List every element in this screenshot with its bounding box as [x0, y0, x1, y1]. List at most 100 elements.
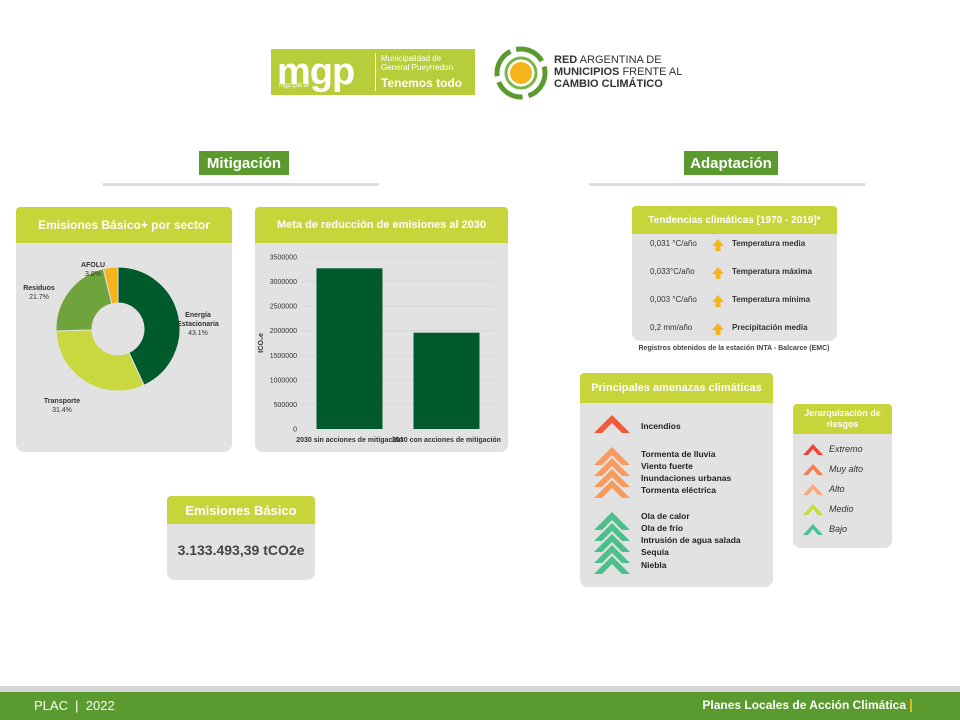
emisiones-basico-card: Emisiones Básico 3.133.493,39 tCO2e [167, 496, 315, 580]
red-line1-bold: RED [554, 54, 578, 66]
jerarquizacion-card: Jerarquización de riesgos Extremo Muy alt… [793, 404, 892, 548]
y-axis-label: tCO₂e [258, 333, 265, 353]
emisiones-basico-value: 3.133.493,39 tCO2e [177, 542, 305, 558]
legend-label: Alto [829, 484, 845, 494]
trend-value: 0,003 °C/año [650, 295, 697, 304]
trend-name: Temperatura media [732, 239, 806, 248]
y-tick-label: 2000000 [270, 328, 297, 335]
legend-label: Muy alto [829, 464, 864, 474]
x-tick-label: 2030 sin acciones de mitigación [296, 437, 403, 444]
adaptacion-divider [589, 183, 865, 186]
chevron-up-icon [803, 484, 823, 495]
chevron-up-icon [594, 458, 630, 476]
emisiones-sector-card: Emisiones Básico+ por sector AFOLU 3.8% R… [16, 207, 232, 452]
chevron-up-icon [803, 524, 823, 535]
chevron-up-icon [594, 545, 630, 563]
chevron-up-icon [803, 504, 823, 515]
donut-label-residuos: Residuos 21.7% [23, 285, 55, 301]
donut-label-afolu: AFOLU 3.8% [80, 262, 106, 278]
donut-slice-afolu [102, 266, 119, 305]
meta-reduccion-bar-chart: 0 500000 1000000 1500000 2000000 2500000 30000… [258, 255, 501, 445]
emisiones-basico-title: Emisiones Básico [167, 496, 315, 524]
y-tick-label: 3000000 [270, 279, 297, 286]
chevron-up-icon [803, 444, 823, 455]
legend-label: Extremo [829, 444, 863, 454]
y-tick-label: 1000000 [270, 377, 297, 384]
y-tick-label: 3500000 [270, 255, 297, 262]
red-line1-rest: ARGENTINA DE [577, 54, 662, 66]
chevron-up-icon [594, 523, 630, 541]
donut-slice-transporte [55, 329, 145, 392]
mgp-logo-municipality: Municipalidad de General Pueyrredon [381, 54, 454, 72]
trend-value: 0,2 mm/año [650, 323, 693, 332]
mgp-logo-tagline: Tenemos todo [381, 76, 463, 90]
emisiones-sector-donut-chart [55, 266, 181, 392]
bar-1 [316, 268, 383, 429]
trend-row: 0,031 °C/año Temperatura media [632, 239, 836, 253]
x-tick-label: 2030 con acciones de mitigación [392, 437, 501, 444]
tendencias-note: Registros obtenidos de la estación INTA … [638, 345, 830, 352]
arrow-up-icon [712, 267, 724, 279]
mgp-logo-separator [375, 53, 376, 91]
donut-label-transporte: Transporte 31.4% [43, 398, 81, 414]
mgp-logo-word: mgp [277, 51, 355, 93]
chevron-up-icon [594, 534, 630, 552]
donut-label-energia: Energía Estacionaria 43.1% [177, 312, 219, 337]
amenazas-card: Principales amenazas climáticas Incendio… [580, 373, 773, 587]
adaptacion-title: Adaptación [684, 151, 778, 175]
chevron-up-icon [594, 480, 630, 498]
tendencias-card: Tendencias climáticas [1970 - 2019]* 0,0… [632, 206, 837, 341]
red-line2-bold: MUNICIPIOS [554, 66, 620, 78]
trend-row: 0,2 mm/año Precipitación media [632, 323, 836, 337]
threat-item: Tormenta de lluvia [641, 449, 716, 459]
trend-value: 0,033°C/año [650, 267, 695, 276]
trend-row: 0,033°C/año Temperatura máxima [632, 267, 836, 281]
chevron-up-icon [594, 512, 630, 530]
red-argentina-text: RED ARGENTINA DE MUNICIPIOS FRENTE AL CA… [554, 54, 682, 90]
threat-item: Niebla [641, 560, 667, 570]
chevron-up-icon [594, 415, 630, 433]
tendencias-title: Tendencias climáticas [1970 - 2019]* [632, 206, 837, 234]
trend-name: Temperatura máxima [732, 267, 812, 276]
red-argentina-logo: RED ARGENTINA DE MUNICIPIOS FRENTE AL CA… [494, 46, 704, 102]
meta-reduccion-title: Meta de reducción de emisiones al 2030 [255, 207, 508, 243]
threat-item: Viento fuerte [641, 461, 693, 471]
chevron-up-icon [594, 447, 630, 465]
trend-name: Temperatura mínima [732, 295, 811, 304]
arrow-up-icon [712, 295, 724, 307]
chevron-up-icon [594, 556, 630, 574]
arrow-up-icon [712, 323, 724, 335]
donut-slice-energía-estacionaria [117, 266, 181, 386]
trend-name: Precipitación media [732, 323, 808, 332]
y-tick-label: 500000 [274, 402, 297, 409]
footer-stripe [0, 686, 960, 692]
footer-accent-bar [910, 699, 912, 712]
y-tick-label: 0 [293, 427, 297, 434]
chevron-up-icon [803, 464, 823, 475]
emisiones-sector-title: Emisiones Básico+ por sector [16, 207, 232, 243]
y-tick-label: 1500000 [270, 353, 297, 360]
red-line3-bold: CAMBIO CLIMÁTICO [554, 78, 663, 90]
threat-item: Sequía [641, 547, 669, 557]
threat-item: Incendios [641, 421, 681, 431]
threat-item: Intrusión de agua salada [641, 535, 741, 545]
threat-item: Tormenta eléctrica [641, 485, 716, 495]
threat-item: Ola de calor [641, 511, 690, 521]
legend-label: Bajo [829, 524, 848, 534]
red-argentina-emblem-icon [494, 46, 548, 100]
chevron-up-icon [594, 469, 630, 487]
mgp-logo-url: mgp.gob.ar [279, 83, 310, 89]
mgp-logo: mgp mgp.gob.ar Municipalidad de General … [271, 49, 475, 95]
mitigacion-title: Mitigación [199, 151, 289, 175]
trend-row: 0,003 °C/año Temperatura mínima [632, 295, 836, 309]
footer-left-text: PLAC | 2022 [34, 698, 115, 713]
jerarquizacion-title: Jerarquización de riesgos [793, 404, 892, 434]
red-line2-rest: FRENTE AL [619, 66, 683, 78]
amenazas-title: Principales amenazas climáticas [580, 373, 773, 403]
footer-right-text: Planes Locales de Acción Climática [702, 698, 906, 712]
meta-reduccion-card: Meta de reducción de emisiones al 2030 0… [255, 207, 508, 452]
trend-value: 0,031 °C/año [650, 239, 697, 248]
bar-2 [413, 332, 480, 429]
legend-label: Medio [829, 504, 854, 514]
mitigacion-divider [103, 183, 379, 186]
